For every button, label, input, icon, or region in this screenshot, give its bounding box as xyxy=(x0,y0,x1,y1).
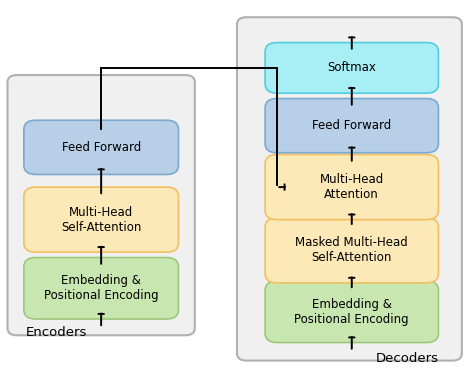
Text: Decoders: Decoders xyxy=(375,352,438,364)
Text: Feed Forward: Feed Forward xyxy=(62,141,141,154)
FancyBboxPatch shape xyxy=(24,187,178,252)
FancyBboxPatch shape xyxy=(24,258,178,319)
Text: Embedding &
Positional Encoding: Embedding & Positional Encoding xyxy=(294,298,409,326)
Text: Masked Multi-Head
Self-Attention: Masked Multi-Head Self-Attention xyxy=(295,236,408,264)
FancyBboxPatch shape xyxy=(265,98,438,153)
Text: Multi-Head
Self-Attention: Multi-Head Self-Attention xyxy=(61,206,141,233)
FancyBboxPatch shape xyxy=(24,120,178,174)
FancyBboxPatch shape xyxy=(265,43,438,93)
Text: Multi-Head
Attention: Multi-Head Attention xyxy=(319,173,384,201)
Text: Encoders: Encoders xyxy=(26,326,88,339)
FancyBboxPatch shape xyxy=(265,218,438,283)
FancyBboxPatch shape xyxy=(265,155,438,220)
Text: Embedding &
Positional Encoding: Embedding & Positional Encoding xyxy=(44,274,158,302)
Text: Softmax: Softmax xyxy=(328,61,376,74)
FancyBboxPatch shape xyxy=(8,75,195,335)
FancyBboxPatch shape xyxy=(265,281,438,343)
Text: Feed Forward: Feed Forward xyxy=(312,119,392,132)
FancyBboxPatch shape xyxy=(237,17,462,361)
